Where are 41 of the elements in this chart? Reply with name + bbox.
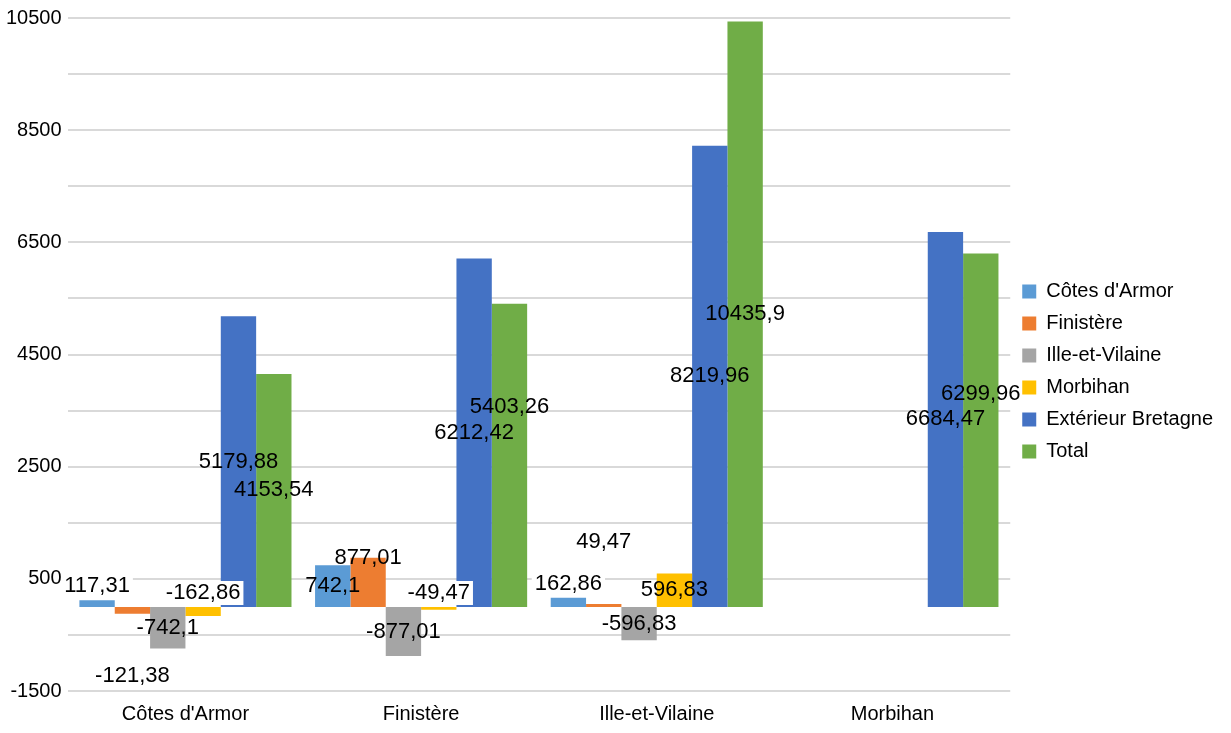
data-label: 5403,26	[469, 393, 550, 419]
data-label: -742,1	[136, 613, 199, 639]
y-tick-label: 10500	[5, 5, 62, 28]
x-tick-label: Ille-et-Vilaine	[599, 701, 715, 724]
bar	[550, 597, 587, 607]
bar	[114, 606, 151, 614]
data-label: -596,83	[601, 609, 677, 635]
legend-label: Côtes d'Armor	[1046, 279, 1174, 302]
x-tick-label: Morbihan	[850, 701, 935, 724]
legend-label: Extérieur Bretagne	[1046, 407, 1214, 430]
data-label: 5179,88	[198, 447, 279, 473]
legend-label: Finistère	[1046, 311, 1123, 334]
y-tick-label: -1500	[10, 678, 62, 701]
data-label: -49,47	[407, 578, 470, 604]
data-label: 6212,42	[434, 418, 514, 444]
x-tick-label: Côtes d'Armor	[121, 701, 250, 724]
y-tick-label: 8500	[17, 117, 62, 140]
legend-label: Ille-et-Vilaine	[1046, 343, 1162, 366]
y-tick-label: 6500	[17, 229, 62, 252]
data-label: 49,47	[576, 528, 632, 554]
bar	[421, 606, 457, 610]
data-label: 10435,9	[705, 300, 785, 326]
bar	[185, 606, 221, 617]
data-label: 6684,47	[905, 405, 986, 431]
y-tick-label: 4500	[17, 342, 62, 365]
data-label: 6299,96	[941, 380, 1021, 406]
legend-label: Total	[1046, 439, 1089, 462]
bar	[586, 604, 622, 607]
data-label: -162,86	[165, 578, 241, 604]
x-tick-label: Finistère	[382, 701, 460, 724]
bar	[79, 600, 115, 607]
y-tick-label: 500	[28, 566, 62, 589]
legend-label: Morbihan	[1046, 375, 1130, 398]
data-label: 8219,96	[670, 362, 750, 388]
data-label: -877,01	[366, 617, 441, 643]
data-label: 877,01	[334, 544, 402, 570]
y-tick-label: 2500	[17, 454, 62, 477]
data-label: -121,38	[95, 661, 170, 687]
data-label: 4153,54	[234, 476, 314, 502]
data-label: 117,31	[64, 572, 130, 598]
data-label: 162,86	[534, 569, 603, 595]
